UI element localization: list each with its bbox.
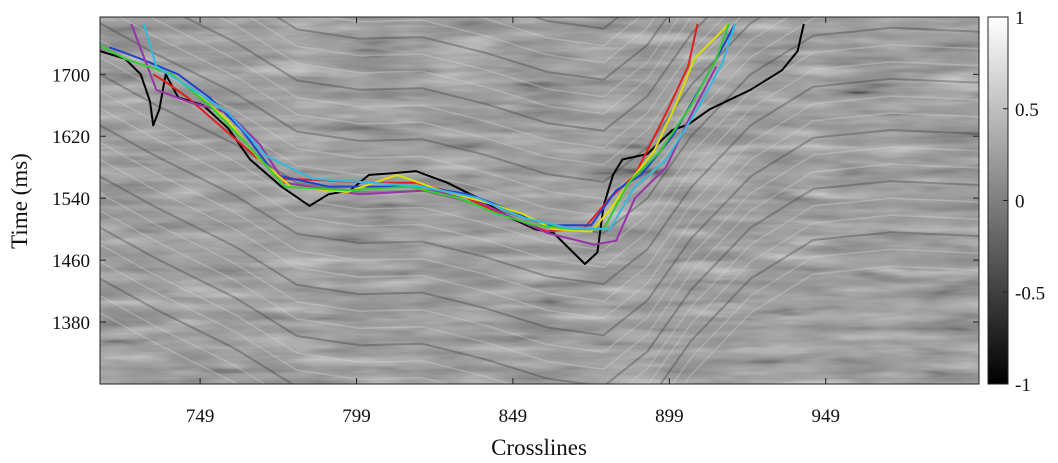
reflector-line xyxy=(100,77,979,286)
y-axis: 1380 1460 1540 1620 1700 xyxy=(52,65,979,334)
x-axis: 749 799 849 899 949 xyxy=(186,17,840,427)
x-tick-label: 799 xyxy=(342,406,371,427)
reflector-line xyxy=(182,17,709,132)
y-tick-label: 1700 xyxy=(52,65,90,86)
plot-frame xyxy=(99,16,980,385)
y-axis-label: Time (ms) xyxy=(7,153,32,249)
x-axis-label: Crosslines xyxy=(491,435,587,460)
colorbar-tick-label: 0.5 xyxy=(1015,100,1039,121)
reflector-line xyxy=(100,112,979,319)
reflector-line xyxy=(100,17,763,183)
x-tick-label: 899 xyxy=(655,406,684,427)
reflector-line xyxy=(100,180,979,384)
reflector-line xyxy=(100,17,790,200)
x-tick-label: 749 xyxy=(186,406,215,427)
reflector-line xyxy=(531,17,620,30)
colorbar-tick-label: 1 xyxy=(1015,8,1025,29)
seismic-reflectors xyxy=(100,17,979,384)
reflector-line xyxy=(100,61,979,268)
reflector-line xyxy=(100,128,979,337)
reflector-line xyxy=(100,248,979,384)
reflector-line xyxy=(100,146,979,354)
reflector-line xyxy=(100,95,979,302)
reflector-line xyxy=(100,197,979,384)
x-tick-label: 849 xyxy=(499,406,528,427)
reflector-line xyxy=(248,17,681,98)
reflector-line xyxy=(149,17,725,149)
seismic-background xyxy=(100,17,979,384)
reflector-line xyxy=(475,17,641,47)
horizon-line-7 xyxy=(142,23,736,231)
y-tick-label: 1380 xyxy=(52,313,90,334)
reflector-line xyxy=(100,44,979,251)
reflector-line xyxy=(100,214,979,384)
colorbar-tick-label: -1 xyxy=(1015,375,1031,396)
x-tick-label: 949 xyxy=(811,406,840,427)
reflector-line xyxy=(100,265,979,384)
reflector-line xyxy=(323,17,656,64)
horizon-line-1 xyxy=(100,23,805,265)
y-tick-label: 1540 xyxy=(52,189,90,210)
reflector-line xyxy=(275,17,669,81)
reflector-line xyxy=(118,17,742,166)
colorbar-tick-label: -0.5 xyxy=(1015,283,1045,304)
reflector-line xyxy=(100,231,979,384)
reflector-line xyxy=(217,17,693,115)
colorbar: 1 0.5 0 -0.5 -1 xyxy=(987,8,1045,396)
horizon-lines xyxy=(100,23,805,265)
y-tick-label: 1620 xyxy=(52,127,90,148)
y-tick-label: 1460 xyxy=(52,251,90,272)
colorbar-tick-label: 0 xyxy=(1015,192,1025,213)
horizon-line-6 xyxy=(100,23,730,231)
reflector-line xyxy=(100,163,979,371)
